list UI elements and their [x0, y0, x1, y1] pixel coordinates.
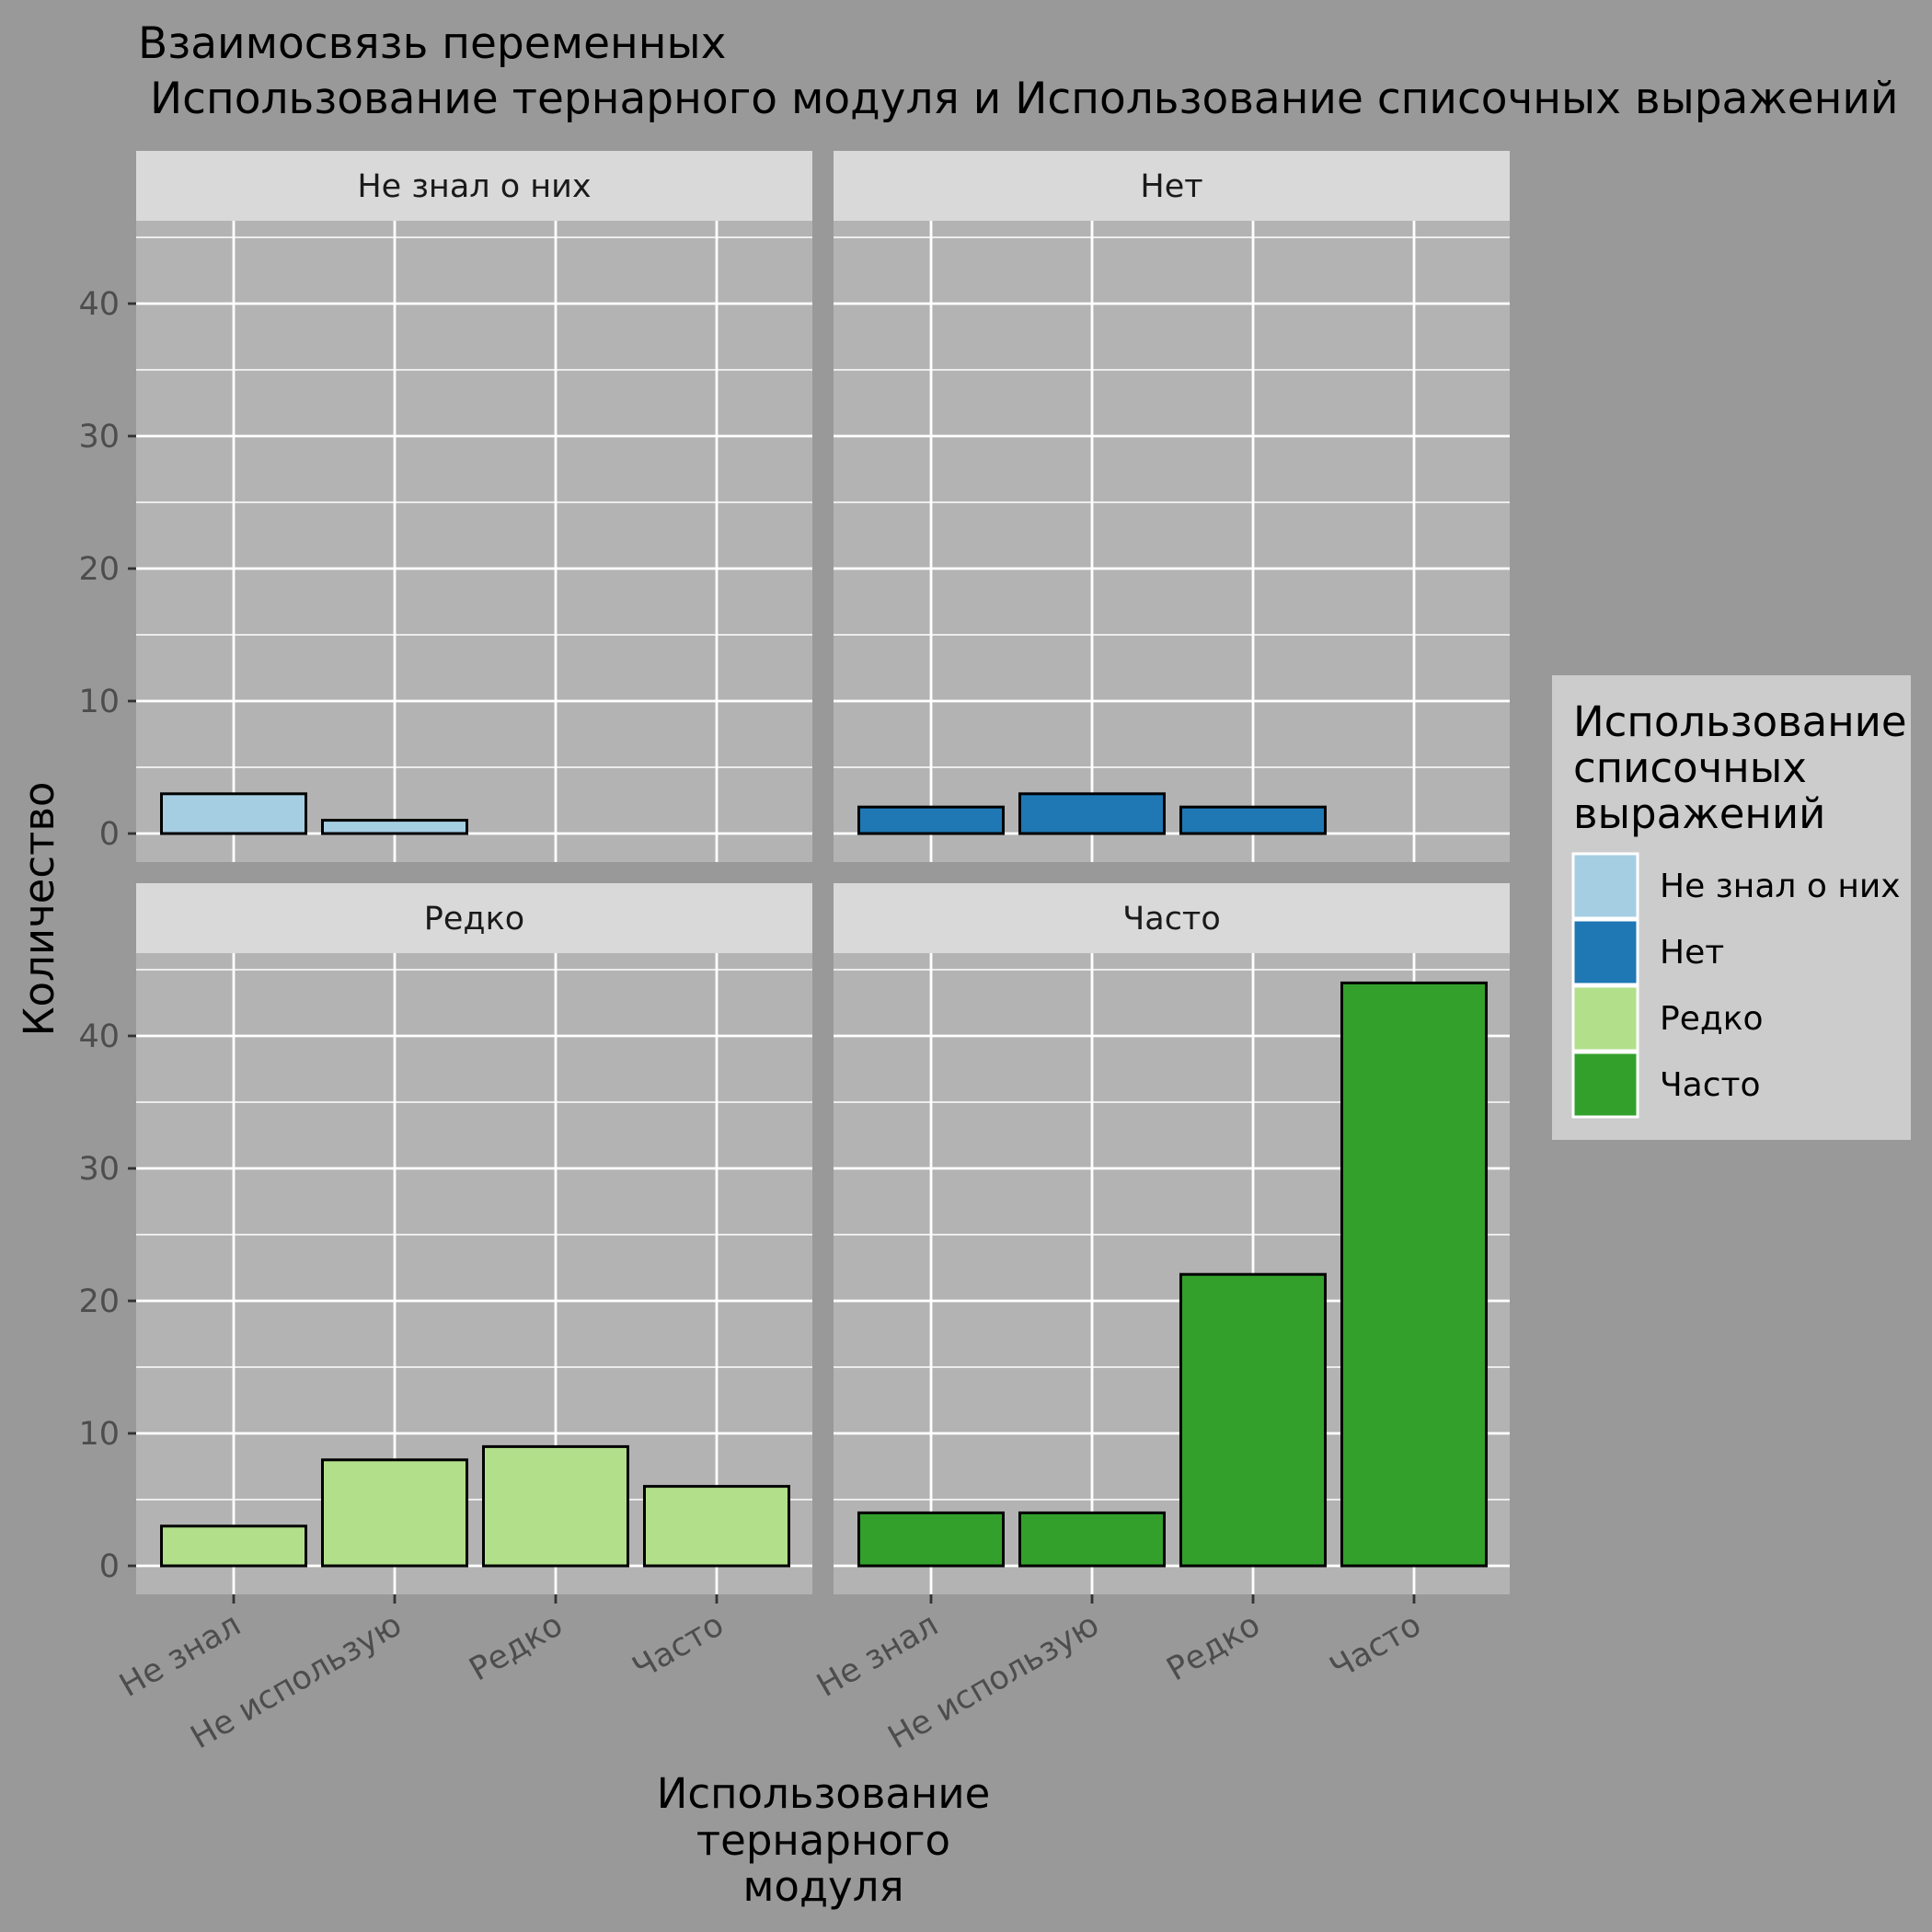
facet-strip-label: Не знал о них — [357, 168, 591, 205]
x-axis-title-line-2: тернарного — [696, 1816, 950, 1865]
y-tick-label: 30 — [78, 419, 120, 455]
y-tick-label: 40 — [78, 1018, 120, 1055]
y-tick-label: 40 — [78, 286, 120, 323]
legend-label: Не знал о них — [1660, 868, 1901, 905]
bar — [643, 1485, 790, 1568]
y-tick-label: 0 — [99, 816, 120, 853]
bar — [1340, 981, 1488, 1568]
y-axis-title: Количество — [15, 782, 63, 1037]
bar — [482, 1444, 629, 1568]
facet-panel: Не знал о них 0 10 20 30 40 — [78, 151, 812, 862]
bar — [160, 792, 307, 835]
bar — [1018, 1511, 1166, 1568]
facet-strip-label: Редко — [424, 901, 524, 937]
facet-strip — [834, 883, 1510, 953]
legend-title-line-3: выражений — [1573, 789, 1825, 838]
legend-title-line-1: Использование — [1573, 697, 1907, 746]
bar — [857, 805, 1005, 835]
bar — [1179, 1272, 1327, 1568]
facet-strip — [834, 151, 1510, 221]
legend-key — [1571, 1051, 1639, 1119]
facet-strip — [136, 151, 812, 221]
bar — [321, 819, 468, 835]
facet-strip-label: Нет — [1140, 168, 1202, 205]
y-tick-label: 10 — [78, 684, 120, 720]
y-tick-label: 10 — [78, 1416, 120, 1453]
chart-title-line-1: Взаимосвязь переменных — [138, 18, 726, 69]
legend-label: Нет — [1660, 934, 1724, 972]
bar — [160, 1524, 307, 1568]
y-tick-label: 20 — [78, 1283, 120, 1320]
legend-key — [1571, 984, 1639, 1052]
legend-key — [1571, 852, 1639, 920]
y-tick-label: 20 — [78, 551, 120, 588]
chart-title-line-2: Использование тернарного модуля и Исполь… — [150, 74, 1898, 124]
facet-strip-label: Часто — [1122, 901, 1221, 937]
legend-title-line-2: списочных — [1573, 743, 1807, 792]
x-axis-title-line-1: Использование — [657, 1769, 991, 1818]
legend-label: Часто — [1660, 1066, 1761, 1104]
y-tick-label: 0 — [99, 1548, 120, 1585]
legend-items: Не знал о них Нет Редко Часто — [1571, 852, 1901, 1119]
facet-panels: Не знал о них010203040НетРедко010203040Н… — [78, 151, 1510, 1756]
bar — [857, 1511, 1005, 1568]
bar — [1018, 792, 1166, 835]
bar — [1179, 805, 1327, 835]
legend-key — [1571, 918, 1639, 986]
panel-background — [136, 221, 812, 862]
facet-strip — [136, 883, 812, 953]
legend: Использование списочных выражений Не зна… — [1552, 675, 1911, 1140]
y-tick-label: 30 — [78, 1151, 120, 1188]
legend-label: Редко — [1660, 1000, 1764, 1038]
bar — [321, 1458, 468, 1568]
panel-background — [834, 221, 1510, 862]
facet-panel: Нет — [834, 151, 1510, 862]
x-axis-title-line-3: модуля — [742, 1862, 903, 1911]
